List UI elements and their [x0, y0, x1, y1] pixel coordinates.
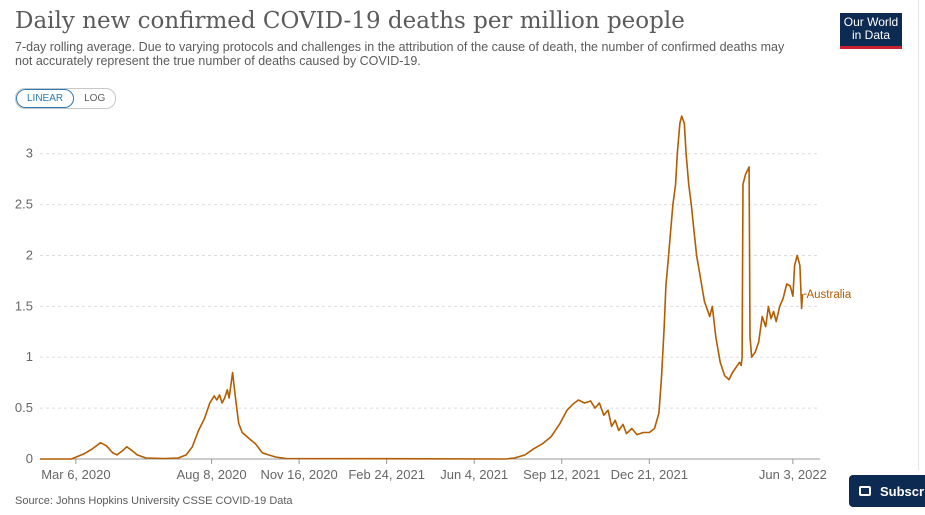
source-note: Source: Johns Hopkins University CSSE CO… [15, 495, 293, 507]
x-tick-label: Feb 24, 2021 [348, 467, 425, 482]
subscribe-label: Subscri [880, 483, 925, 499]
x-tick-label: Dec 21, 2021 [611, 467, 688, 482]
x-tick-label: Sep 12, 2021 [523, 467, 600, 482]
y-tick-label: 1 [26, 349, 33, 364]
x-tick-label: Mar 6, 2020 [41, 467, 110, 482]
x-tick-label: Jun 3, 2022 [759, 467, 827, 482]
y-tick-label: 3 [26, 146, 33, 161]
logo-line-2: in Data [851, 28, 891, 42]
x-tick-label: Jun 4, 2021 [440, 467, 508, 482]
y-tick-label: 0 [26, 451, 33, 466]
linear-scale-button[interactable]: LINEAR [16, 89, 75, 108]
x-tick-label: Nov 16, 2020 [260, 467, 337, 482]
y-tick-label: 2 [26, 247, 33, 262]
series-line-australia [40, 115, 804, 460]
series-label: Australia [806, 289, 851, 301]
panel-edge [918, 0, 919, 470]
chart-subtitle: 7-day rolling average. Due to varying pr… [15, 40, 785, 68]
logo-line-1: Our World [843, 15, 899, 29]
log-scale-button[interactable]: LOG [84, 93, 106, 104]
x-tick-label: Aug 8, 2020 [177, 467, 247, 482]
chart-title: Daily new confirmed COVID-19 deaths per … [15, 8, 685, 34]
owid-logo[interactable]: Our World in Data [840, 13, 902, 49]
y-tick-label: 1.5 [15, 298, 33, 313]
envelope-icon [859, 486, 871, 496]
y-tick-label: 0.5 [15, 400, 33, 415]
subscribe-button[interactable]: Subscri [849, 475, 925, 507]
scale-toggle: LINEAR LOG [15, 88, 117, 109]
line-chart: 0 0.5 1 1.5 2 2.5 3 Mar 6, 2020 Aug 8, 2020 Nov 1… [15, 115, 852, 482]
y-tick-label: 2.5 [15, 197, 33, 212]
